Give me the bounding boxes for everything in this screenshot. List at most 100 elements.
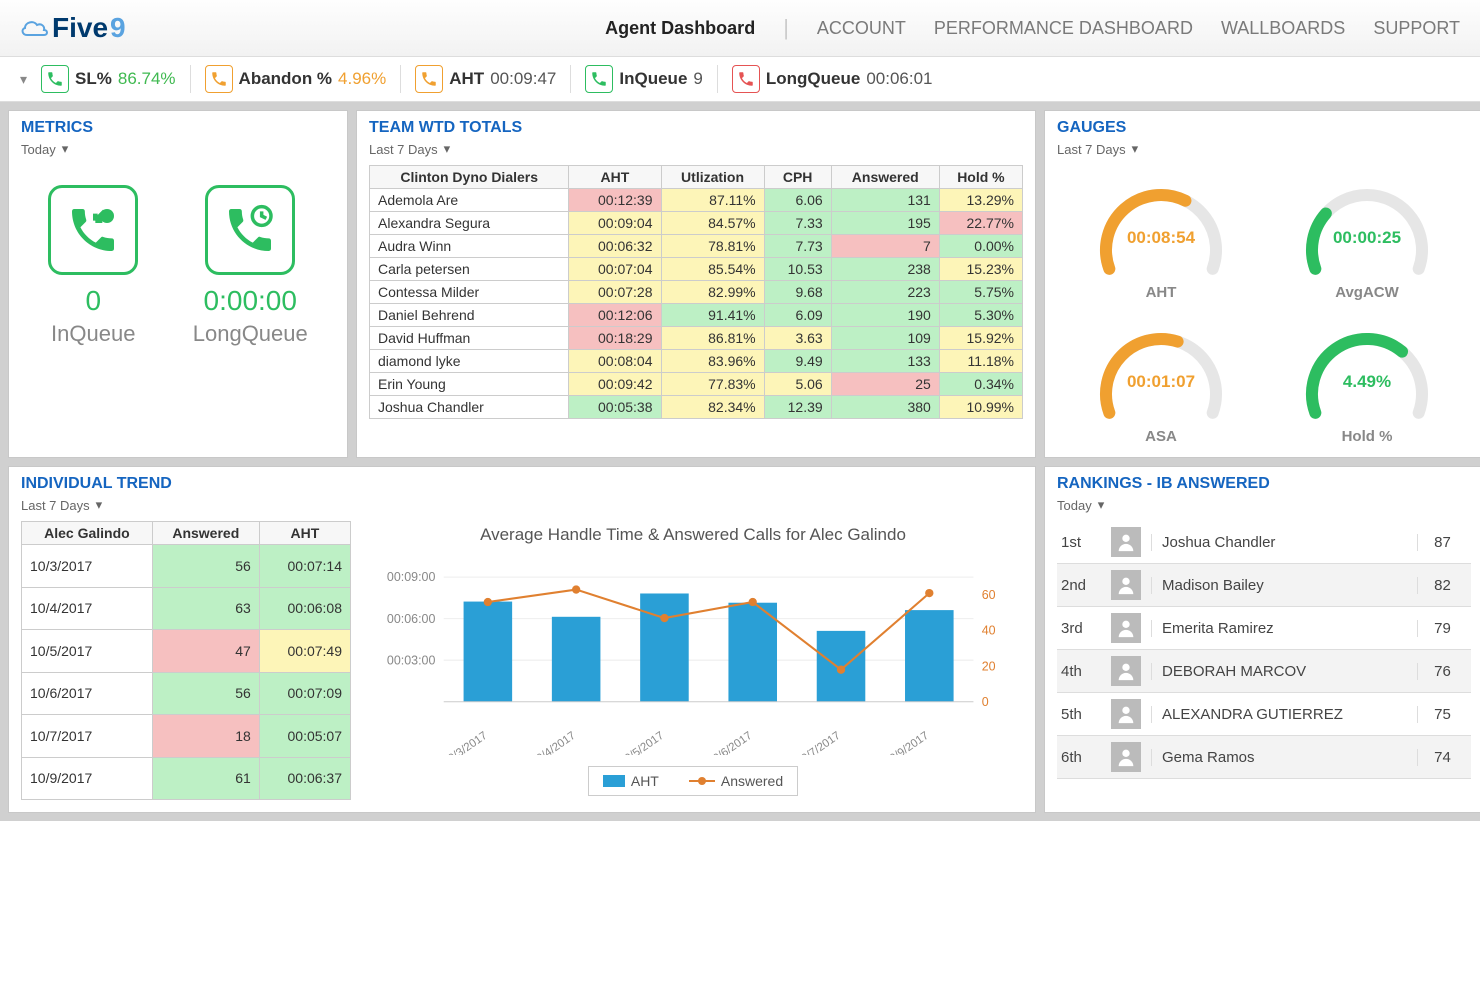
nav-performance[interactable]: PERFORMANCE DASHBOARD — [934, 18, 1193, 39]
table-header[interactable]: AHT — [569, 166, 661, 189]
table-cell: 00:09:42 — [569, 373, 661, 396]
table-cell: 47 — [152, 630, 259, 673]
dashboard-grid: METRICS Today▾ 0 InQueue 0:00:00 LongQue… — [0, 102, 1480, 821]
table-row[interactable]: Contessa Milder00:07:2882.99%9.682235.75… — [370, 281, 1023, 304]
avatar-icon — [1111, 613, 1141, 643]
metric-label: InQueue — [48, 321, 138, 347]
table-cell: 82.99% — [661, 281, 764, 304]
table-cell: 223 — [831, 281, 939, 304]
table-row[interactable]: 10/6/2017 56 00:07:09 — [22, 672, 351, 715]
table-header[interactable]: Clinton Dyno Dialers — [370, 166, 569, 189]
ranking-row[interactable]: 2nd Madison Bailey 82 — [1057, 564, 1471, 607]
kpi-item: LongQueue 00:06:01 — [717, 65, 933, 93]
logo-text: Five — [52, 12, 108, 44]
rank-name: ALEXANDRA GUTIERREZ — [1151, 706, 1417, 723]
nav-support[interactable]: SUPPORT — [1373, 18, 1460, 39]
table-cell: 7 — [831, 235, 939, 258]
table-row[interactable]: 10/7/2017 18 00:05:07 — [22, 715, 351, 758]
table-row[interactable]: David Huffman00:18:2986.81%3.6310915.92% — [370, 327, 1023, 350]
table-row[interactable]: 10/4/2017 63 00:06:08 — [22, 587, 351, 630]
table-header[interactable]: Alec Galindo — [22, 522, 153, 545]
ranking-row[interactable]: 6th Gema Ramos 74 — [1057, 736, 1471, 779]
legend-label: Answered — [721, 773, 783, 789]
avatar-icon — [1111, 527, 1141, 557]
table-row[interactable]: 10/5/2017 47 00:07:49 — [22, 630, 351, 673]
table-cell: 63 — [152, 587, 259, 630]
gauges-period-select[interactable]: Last 7 Days▾ — [1057, 141, 1471, 157]
ranking-row[interactable]: 5th ALEXANDRA GUTIERREZ 75 — [1057, 693, 1471, 736]
kpi-bar: ▾ SL% 86.74% Abandon % 4.96% AHT 00:09:4… — [0, 57, 1480, 102]
table-header[interactable]: CPH — [764, 166, 831, 189]
table-row[interactable]: 10/9/2017 61 00:06:37 — [22, 757, 351, 800]
table-row[interactable]: Audra Winn00:06:3278.81%7.7370.00% — [370, 235, 1023, 258]
table-header[interactable]: Answered — [152, 522, 259, 545]
kpi-item: InQueue 9 — [570, 65, 702, 93]
ranking-row[interactable]: 4th DEBORAH MARCOV 76 — [1057, 650, 1471, 693]
table-cell: 3.63 — [764, 327, 831, 350]
table-header[interactable]: AHT — [259, 522, 350, 545]
trend-table: Alec GalindoAnsweredAHT 10/3/2017 56 00:… — [21, 521, 351, 800]
table-row[interactable]: Joshua Chandler00:05:3882.34%12.3938010.… — [370, 396, 1023, 419]
rank-score: 76 — [1417, 663, 1467, 680]
table-cell: 0.34% — [939, 373, 1022, 396]
rank-score: 79 — [1417, 620, 1467, 637]
table-cell: 131 — [831, 189, 939, 212]
table-cell: 00:07:28 — [569, 281, 661, 304]
table-cell: 7.73 — [764, 235, 831, 258]
rank-name: Gema Ramos — [1151, 749, 1417, 766]
table-row[interactable]: Daniel Behrend00:12:0691.41%6.091905.30% — [370, 304, 1023, 327]
table-cell: 00:07:49 — [259, 630, 350, 673]
table-cell: 85.54% — [661, 258, 764, 281]
table-row[interactable]: Erin Young00:09:4277.83%5.06250.34% — [370, 373, 1023, 396]
ranking-row[interactable]: 1st Joshua Chandler 87 — [1057, 521, 1471, 564]
table-cell: 87.11% — [661, 189, 764, 212]
table-cell: 10.99% — [939, 396, 1022, 419]
agent-name: Erin Young — [370, 373, 569, 396]
metric-value: 0 — [48, 285, 138, 317]
phone-icon — [205, 65, 233, 93]
team-period-select[interactable]: Last 7 Days▾ — [369, 141, 1023, 157]
rank-score: 75 — [1417, 706, 1467, 723]
rank-position: 3rd — [1061, 620, 1111, 637]
kpi-value: 4.96% — [338, 69, 386, 89]
trend-period-select[interactable]: Last 7 Days▾ — [21, 497, 1023, 513]
nav-account[interactable]: ACCOUNT — [817, 18, 906, 39]
gauge-label: Hold % — [1273, 428, 1461, 445]
svg-text:10/7/2017: 10/7/2017 — [794, 730, 842, 755]
rank-name: Madison Bailey — [1151, 577, 1417, 594]
rankings-period-select[interactable]: Today▾ — [1057, 497, 1471, 513]
gauges-title: GAUGES — [1057, 119, 1471, 137]
chart-area: Average Handle Time & Answered Calls for… — [363, 521, 1023, 800]
ranking-row[interactable]: 3rd Emerita Ramirez 79 — [1057, 607, 1471, 650]
gauge-label: AvgACW — [1273, 284, 1461, 301]
table-header[interactable]: Answered — [831, 166, 939, 189]
table-header[interactable]: Utlization — [661, 166, 764, 189]
date-cell: 10/7/2017 — [22, 715, 153, 758]
logo: Five9 — [20, 12, 126, 44]
table-cell: 00:06:32 — [569, 235, 661, 258]
table-row[interactable]: 10/3/2017 56 00:07:14 — [22, 545, 351, 588]
table-cell: 190 — [831, 304, 939, 327]
table-cell: 00:12:39 — [569, 189, 661, 212]
table-row[interactable]: Ademola Are00:12:3987.11%6.0613113.29% — [370, 189, 1023, 212]
table-cell: 86.81% — [661, 327, 764, 350]
table-row[interactable]: Alexandra Segura00:09:0484.57%7.3319522.… — [370, 212, 1023, 235]
table-cell: 5.75% — [939, 281, 1022, 304]
svg-text:40: 40 — [982, 624, 996, 638]
table-cell: 13.29% — [939, 189, 1022, 212]
chevron-down-icon: ▾ — [96, 497, 103, 513]
gauge: 4.49% Hold % — [1273, 319, 1461, 445]
team-title: TEAM WTD TOTALS — [369, 119, 1023, 137]
agent-name: diamond lyke — [370, 350, 569, 373]
trend-card: INDIVIDUAL TREND Last 7 Days▾ Alec Galin… — [8, 466, 1036, 813]
table-row[interactable]: diamond lyke00:08:0483.96%9.4913311.18% — [370, 350, 1023, 373]
chevron-down-icon[interactable]: ▾ — [20, 71, 27, 88]
table-row[interactable]: Carla petersen00:07:0485.54%10.5323815.2… — [370, 258, 1023, 281]
nav-wallboards[interactable]: WALLBOARDS — [1221, 18, 1345, 39]
table-cell: 25 — [831, 373, 939, 396]
kpi-label: InQueue — [619, 69, 687, 89]
table-cell: 78.81% — [661, 235, 764, 258]
table-header[interactable]: Hold % — [939, 166, 1022, 189]
metrics-period-select[interactable]: Today▾ — [21, 141, 335, 157]
svg-text:00:08:54: 00:08:54 — [1127, 228, 1196, 247]
